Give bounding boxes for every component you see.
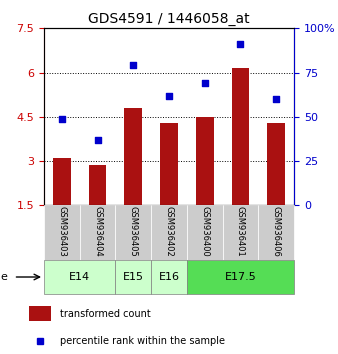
Bar [151,260,187,294]
Bar [267,123,285,205]
Bar [44,205,80,260]
Bar [115,205,151,260]
Bar [53,158,71,205]
Point [273,96,279,102]
Point [130,63,136,68]
Bar [151,205,187,260]
Text: GSM936405: GSM936405 [129,206,138,257]
Text: E14: E14 [69,272,90,282]
Text: GSM936406: GSM936406 [272,206,281,257]
Point [238,41,243,47]
Bar [187,260,294,294]
Bar [160,123,178,205]
Text: GSM936400: GSM936400 [200,206,209,257]
Point [59,116,65,121]
Text: percentile rank within the sample: percentile rank within the sample [61,336,225,346]
Text: GSM936404: GSM936404 [93,206,102,257]
Bar [232,68,249,205]
Text: GSM936401: GSM936401 [236,206,245,257]
Text: E16: E16 [159,272,179,282]
Bar [196,117,214,205]
Text: age: age [0,272,8,282]
Bar [258,205,294,260]
Title: GDS4591 / 1446058_at: GDS4591 / 1446058_at [88,12,250,26]
Point [202,80,208,86]
Bar [44,260,115,294]
Bar [29,306,51,321]
Text: transformed count: transformed count [61,309,151,319]
Bar [115,260,151,294]
Text: E17.5: E17.5 [224,272,256,282]
Bar [187,205,223,260]
Text: GSM936403: GSM936403 [57,206,66,257]
Text: GSM936402: GSM936402 [165,206,173,257]
Bar [124,108,142,205]
Point [95,137,100,143]
Bar [80,205,115,260]
Bar [89,166,106,205]
Point [166,93,172,98]
Bar [223,205,258,260]
Text: E15: E15 [123,272,144,282]
